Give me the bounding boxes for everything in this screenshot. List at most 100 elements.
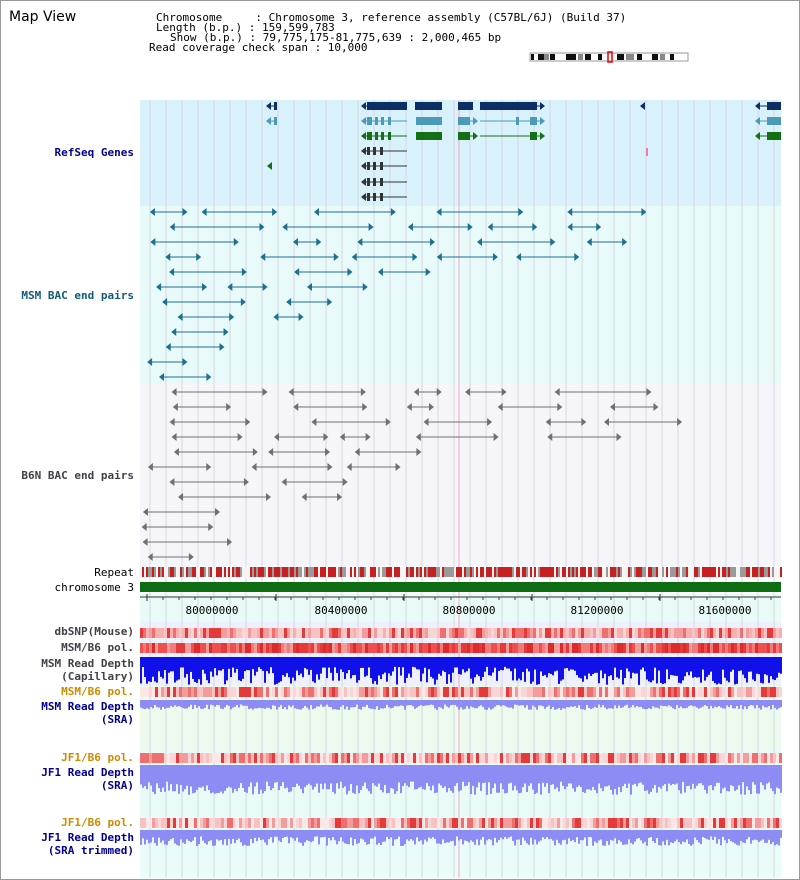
heat-cell (173, 643, 176, 653)
depth-bar (576, 657, 578, 676)
dbsnp-label[interactable]: dbSNP(Mouse) (54, 625, 134, 638)
depth-bar (232, 657, 234, 668)
depth-bar (722, 657, 724, 670)
depth-bar (406, 830, 408, 840)
heat-cell (215, 753, 218, 763)
depth-bar (726, 700, 728, 706)
depth-bar (514, 765, 516, 786)
heat-cell (512, 687, 515, 697)
heat-cell (533, 643, 536, 653)
heat-cell (683, 628, 686, 638)
depth-bar (780, 830, 782, 838)
repeat-mark (678, 567, 680, 577)
heat-cell (353, 643, 356, 653)
depth-bar (738, 657, 740, 671)
depth-bar (228, 830, 230, 839)
heat-cell (623, 643, 626, 653)
heat-cell (455, 687, 458, 697)
refseq-genes-label[interactable]: RefSeq Genes (54, 146, 134, 159)
repeat-mark (716, 567, 718, 577)
depth-bar (656, 765, 658, 793)
bac-end (182, 208, 188, 216)
gene-arrow (540, 102, 545, 110)
depth-bar (474, 830, 476, 845)
msm-depth-sra-label[interactable]: MSM Read Depth (41, 700, 134, 713)
heat-cell (713, 818, 716, 828)
b6n-bac-label[interactable]: B6N BAC end pairs (21, 469, 134, 482)
jf1-b6-pol-trim-label[interactable]: JF1/B6 pol. (61, 816, 134, 829)
depth-bar (746, 657, 748, 683)
repeat-mark (754, 567, 756, 577)
bac-end (327, 298, 333, 306)
heat-cell (689, 643, 692, 653)
repeat-mark (428, 567, 430, 577)
depth-bar (294, 765, 296, 788)
heat-cell (464, 643, 467, 653)
depth-bar (588, 765, 590, 790)
depth-bar (520, 657, 522, 681)
jf1-depth-trim-label[interactable]: JF1 Read Depth (41, 831, 134, 844)
heat-cell (356, 643, 359, 653)
msm-b6-pol-sra-label[interactable]: MSM/B6 pol. (61, 685, 134, 698)
depth-bar (476, 765, 478, 788)
heat-cell (359, 687, 362, 697)
depth-bar (248, 700, 250, 709)
depth-bar (726, 765, 728, 791)
repeat-mark (630, 567, 632, 577)
chromosome-ideogram[interactable] (528, 52, 690, 64)
heat-cell (413, 628, 416, 638)
heat-cell (317, 628, 320, 638)
depth-bar (436, 657, 438, 680)
repeat-mark (432, 567, 434, 577)
heat-cell (380, 643, 383, 653)
depth-bar (244, 700, 246, 706)
depth-bar (570, 657, 572, 670)
msm-bac-label[interactable]: MSM BAC end pairs (21, 289, 134, 302)
depth-bar (594, 830, 596, 842)
msm-depth-capillary-label[interactable]: MSM Read Depth (41, 657, 134, 670)
depth-bar (208, 657, 210, 684)
repeat-mark (654, 567, 656, 577)
heat-cell (722, 628, 725, 638)
repeat-mark (174, 567, 176, 577)
heat-cell (776, 643, 779, 653)
depth-bar (398, 765, 400, 783)
msm-b6-pol-label[interactable]: MSM/B6 pol. (61, 641, 134, 654)
gene-exon (373, 178, 376, 186)
repeat-mark (414, 567, 416, 577)
heat-cell (314, 687, 317, 697)
repeat-label: Repeat (94, 566, 134, 579)
heat-cell (746, 687, 749, 697)
depth-bar (722, 830, 724, 837)
gene-exon (367, 147, 370, 155)
heat-cell (146, 818, 149, 828)
heat-cell (779, 628, 782, 638)
depth-bar (344, 765, 346, 787)
depth-bar (576, 765, 578, 788)
repeat-mark (326, 567, 328, 577)
depth-bar (292, 830, 294, 839)
depth-bar (212, 765, 214, 793)
depth-bar (436, 700, 438, 710)
heat-cell (161, 753, 164, 763)
depth-bar (272, 657, 274, 674)
depth-bar (682, 830, 684, 842)
heat-cell (575, 687, 578, 697)
heat-cell (374, 643, 377, 653)
heat-cell (191, 818, 194, 828)
heat-cell (776, 818, 779, 828)
depth-bar (180, 700, 182, 707)
depth-bar (278, 765, 280, 791)
heat-cell (524, 687, 527, 697)
depth-bar (634, 830, 636, 842)
depth-bar (486, 700, 488, 710)
jf1-depth-sra-label[interactable]: JF1 Read Depth (41, 766, 134, 779)
heat-cell (536, 628, 539, 638)
depth-bar (216, 657, 218, 676)
depth-bar (210, 765, 212, 794)
depth-bar (770, 657, 772, 677)
heat-cell (653, 753, 656, 763)
heat-cell (356, 818, 359, 828)
jf1-b6-pol-label[interactable]: JF1/B6 pol. (61, 751, 134, 764)
depth-bar (234, 830, 236, 844)
